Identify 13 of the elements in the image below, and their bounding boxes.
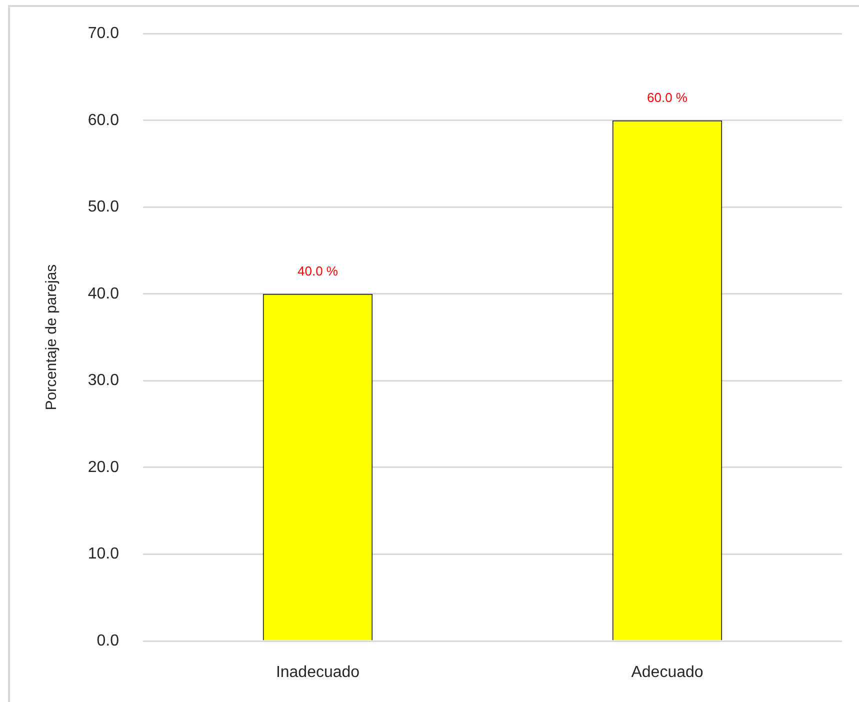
x-tick-label: Adecuado — [631, 664, 704, 682]
y-tick-label: 0.0 — [96, 632, 120, 650]
x-tick-label: Inadecuado — [276, 664, 360, 682]
y-tick-label: 50.0 — [88, 198, 120, 216]
y-tick-label: 30.0 — [88, 372, 120, 390]
y-tick-label: 10.0 — [88, 546, 120, 563]
data-label: 40.0 % — [298, 263, 338, 278]
data-label: 60.0 % — [647, 90, 688, 105]
y-tick-label: 40.0 — [88, 285, 120, 302]
y-tick-label: 70.0 — [88, 25, 120, 42]
y-tick-label: 20.0 — [88, 458, 120, 476]
y-axis-title: Porcentaje de parejas — [43, 264, 60, 410]
y-tick-label: 60.0 — [88, 112, 120, 129]
